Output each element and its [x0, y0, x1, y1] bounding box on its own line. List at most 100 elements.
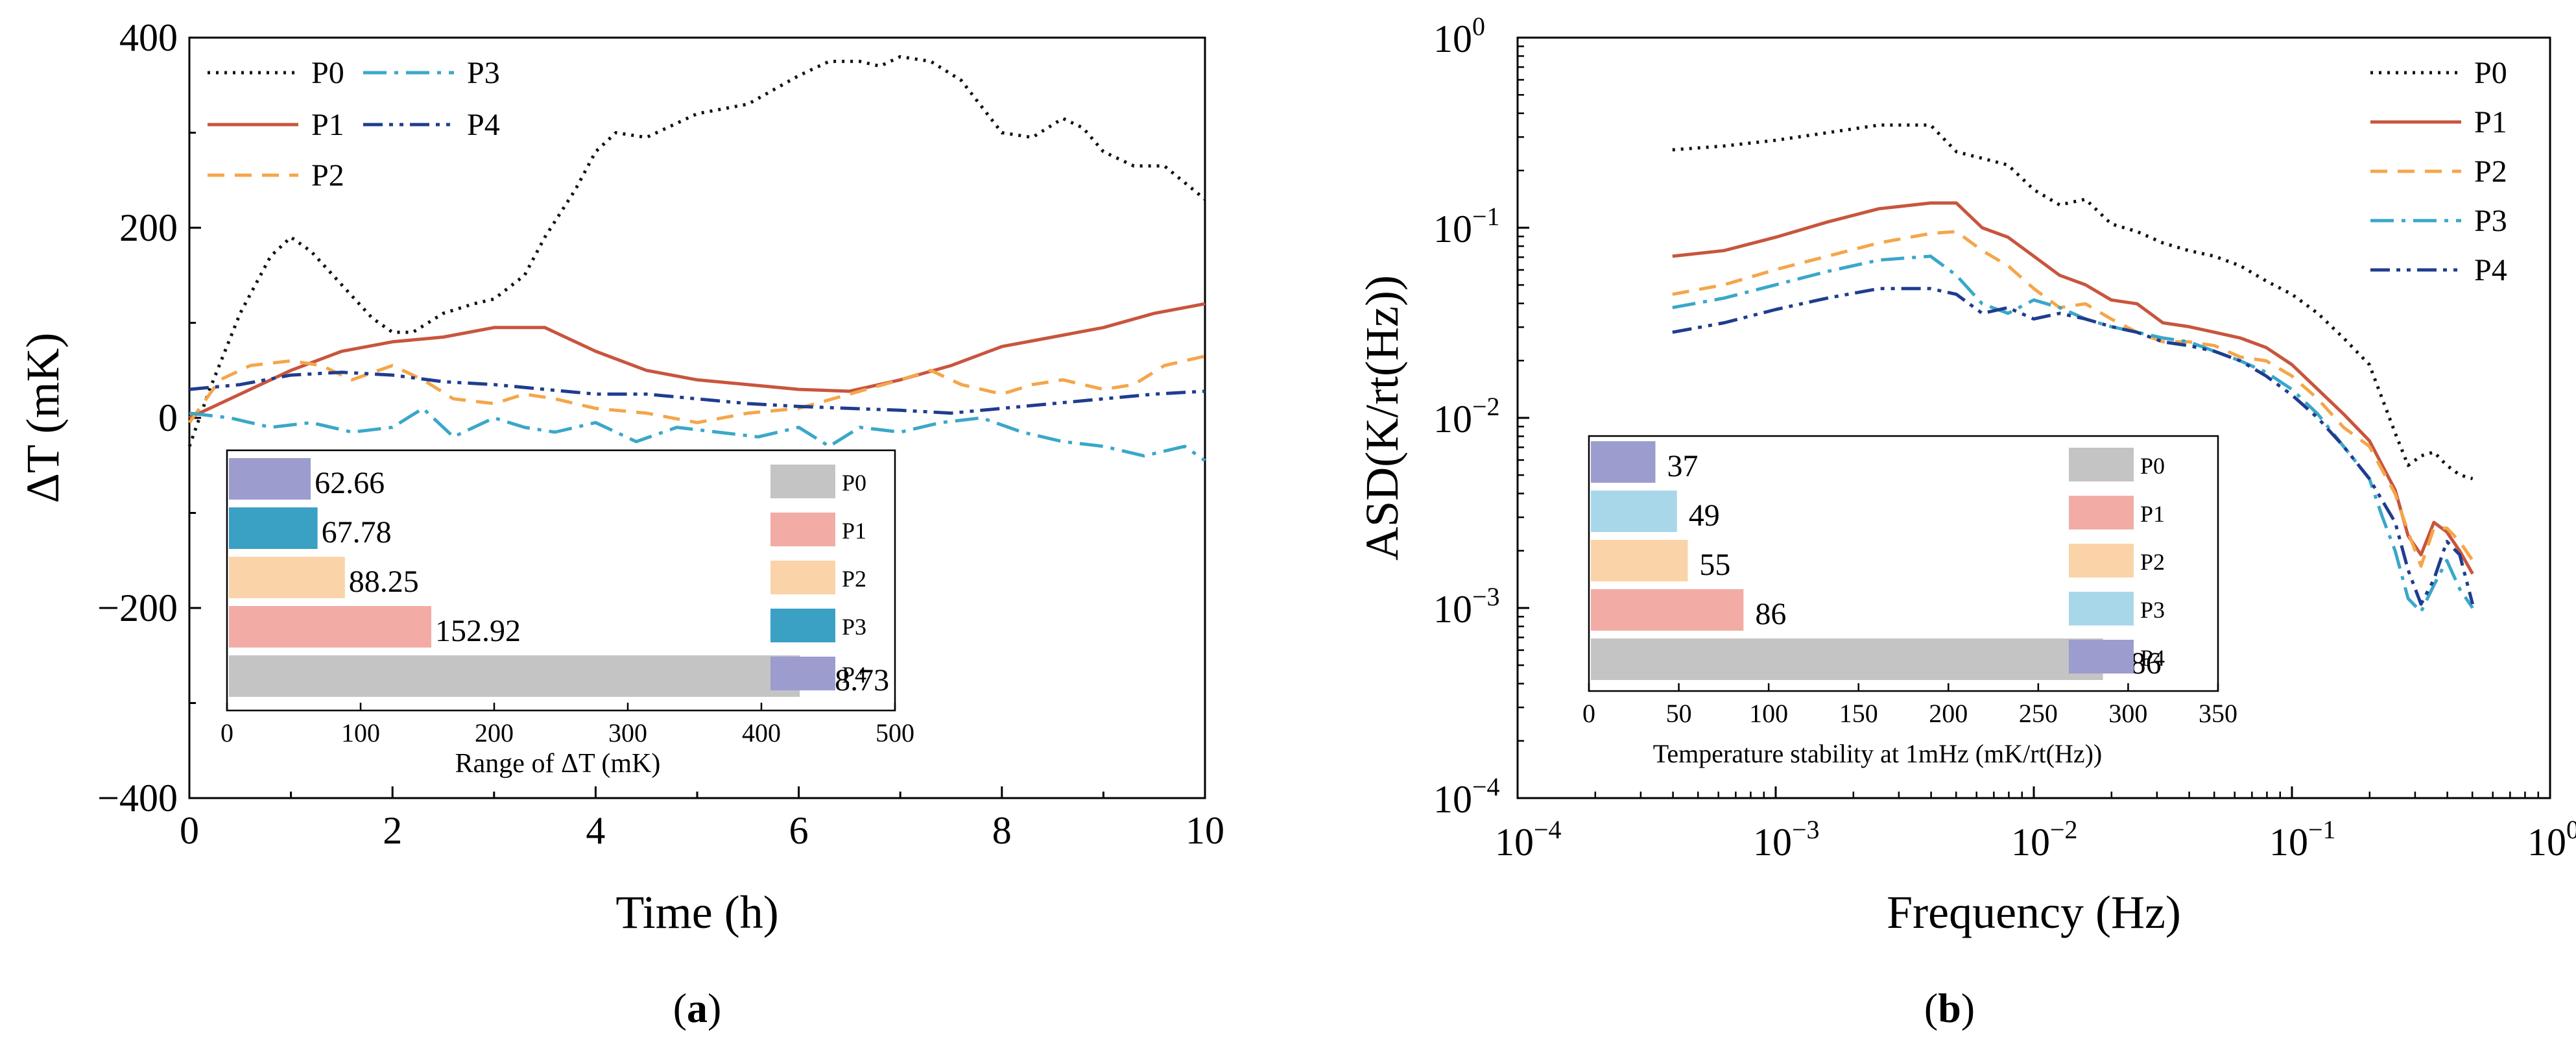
y-tick-label: 10−2	[1433, 392, 1500, 441]
inset-legend-label-p4: P4	[842, 662, 866, 688]
inset-x-tick-label: 400	[742, 718, 781, 747]
series-line-p0	[187, 55, 1206, 447]
inset-legend-label-p2: P2	[2140, 549, 2165, 575]
inset-legend-swatch-p2	[2069, 544, 2134, 577]
inset-legend-label-p3: P3	[2140, 597, 2165, 623]
bar-value-label: 37	[1667, 449, 1699, 483]
inset-legend-label-p0: P0	[2140, 453, 2165, 479]
inset-legend-label-p1: P1	[2140, 501, 2165, 527]
x-tick-label: 4	[586, 809, 605, 852]
y-tick-label: 10−3	[1433, 582, 1500, 631]
legend-label-p2: P2	[311, 158, 344, 193]
bar-value-label: 88.25	[349, 564, 419, 599]
inset-legend-swatch-p3	[2069, 592, 2134, 625]
panel-label-b: (b)	[1924, 985, 1975, 1031]
bar-value-label: 62.66	[315, 466, 385, 500]
legend-label-p2: P2	[2474, 154, 2507, 189]
legend-label-p1: P1	[2474, 105, 2507, 140]
inset-x-tick-label: 300	[2108, 699, 2147, 728]
y-tick-label: 10−4	[1433, 772, 1500, 821]
x-tick-label: 6	[789, 809, 809, 852]
inset-legend-swatch-p4	[770, 657, 835, 690]
inset-legend-swatch-p0	[770, 465, 835, 498]
y-tick-label: 10−1	[1433, 202, 1500, 250]
y-tick-label: −200	[97, 587, 178, 629]
legend-label-p3: P3	[467, 56, 500, 90]
y-axis-label: ΔT (mK)	[17, 333, 69, 504]
series-line-p3	[1672, 254, 2474, 614]
inset-x-tick-label: 150	[1839, 699, 1878, 728]
x-tick-label: 10−2	[2011, 815, 2078, 864]
bar-p4	[229, 458, 311, 500]
x-tick-label: 10−1	[2269, 815, 2336, 864]
y-tick-label: 400	[119, 16, 178, 59]
inset-x-tick-label: 350	[2199, 699, 2237, 728]
x-tick-label: 10	[1186, 809, 1224, 852]
x-axis-label: Time (h)	[615, 886, 778, 938]
legend-label-p1: P1	[311, 108, 344, 142]
inset-legend-label-p3: P3	[842, 614, 866, 640]
inset-legend-swatch-p3	[770, 609, 835, 642]
inset-x-tick-label: 100	[341, 718, 380, 747]
y-tick-label: −400	[97, 777, 178, 819]
x-tick-label: 0	[180, 809, 199, 852]
inset-x-tick-label: 500	[876, 718, 914, 747]
x-axis-label: Frequency (Hz)	[1887, 886, 2181, 938]
x-tick-label: 100	[2527, 815, 2576, 864]
bar-value-label: 152.92	[435, 614, 521, 648]
bar-p1	[229, 606, 432, 648]
y-tick-label: 100	[1433, 12, 1485, 60]
legend-label-p0: P0	[2474, 56, 2507, 90]
inset-x-tick-label: 300	[608, 718, 647, 747]
bar-p3	[229, 507, 318, 549]
bar-value-label: 55	[1699, 548, 1730, 582]
legend-label-p4: P4	[2474, 253, 2507, 287]
inset-legend-swatch-p4	[2069, 640, 2134, 674]
legend-label-p0: P0	[311, 56, 344, 90]
bar-value-label: 86	[1755, 597, 1786, 631]
x-tick-label: 10−3	[1753, 815, 1820, 864]
inset-x-tick-label: 100	[1749, 699, 1788, 728]
bar-p0	[1591, 638, 2103, 680]
series-line-p4	[189, 370, 1206, 415]
inset-legend-swatch-p0	[2069, 448, 2134, 481]
bar-value-label: 67.78	[322, 515, 392, 550]
inset-x-axis-label: Temperature stability at 1mHz (mK/rt(Hz)…	[1653, 739, 2103, 768]
bar-p4	[1591, 441, 1656, 483]
legend-label-p3: P3	[2474, 204, 2507, 238]
x-tick-label: 8	[992, 809, 1012, 852]
inset-legend-swatch-p1	[2069, 496, 2134, 529]
inset-legend-label-p0: P0	[842, 470, 866, 496]
inset-legend-label-p1: P1	[842, 518, 866, 544]
series-line-p2	[187, 354, 1206, 424]
inset-x-tick-label: 250	[2019, 699, 2058, 728]
panel-b: 10−4 10−3 10−2 10−1 100 100 10−1 10−2 10−3 10−4 Fr…	[1356, 12, 2576, 1031]
inset-legend-swatch-p2	[770, 561, 835, 594]
series-line-p3	[189, 406, 1206, 462]
inset-x-tick-label: 200	[475, 718, 514, 747]
bar-p2	[1591, 540, 1688, 581]
panel-label-a: (a)	[673, 985, 722, 1031]
bar-p2	[229, 557, 345, 598]
inset-x-axis-label: Range of ΔT (mK)	[455, 749, 661, 779]
x-tick-label: 10−4	[1495, 815, 1562, 864]
y-axis-label: ASD(K/rt(Hz))	[1356, 275, 1408, 561]
bar-p0	[229, 655, 800, 697]
series-line-p4	[1672, 287, 2475, 606]
series-line-p1	[188, 302, 1206, 420]
inset-legend-label-p4: P4	[2140, 645, 2165, 671]
series-line-p2	[1672, 230, 2474, 568]
panel-a: 0 2 4 6 8 10 400 200 0 −200 −400 Time (h) ΔT (mK) (a)…	[17, 16, 1224, 1031]
legend-label-p4: P4	[467, 108, 500, 142]
y-tick-label: 0	[158, 396, 178, 439]
inset-x-tick-label: 0	[221, 718, 233, 747]
inset-x-tick-label: 50	[1666, 699, 1692, 728]
inset-legend-label-p2: P2	[842, 566, 866, 592]
y-tick-label: 200	[119, 206, 178, 249]
bar-p3	[1591, 491, 1677, 532]
bar-p1	[1591, 589, 1744, 631]
inset-x-tick-label: 0	[1582, 699, 1595, 728]
x-tick-label: 2	[383, 809, 402, 852]
inset-legend-swatch-p1	[770, 513, 835, 546]
